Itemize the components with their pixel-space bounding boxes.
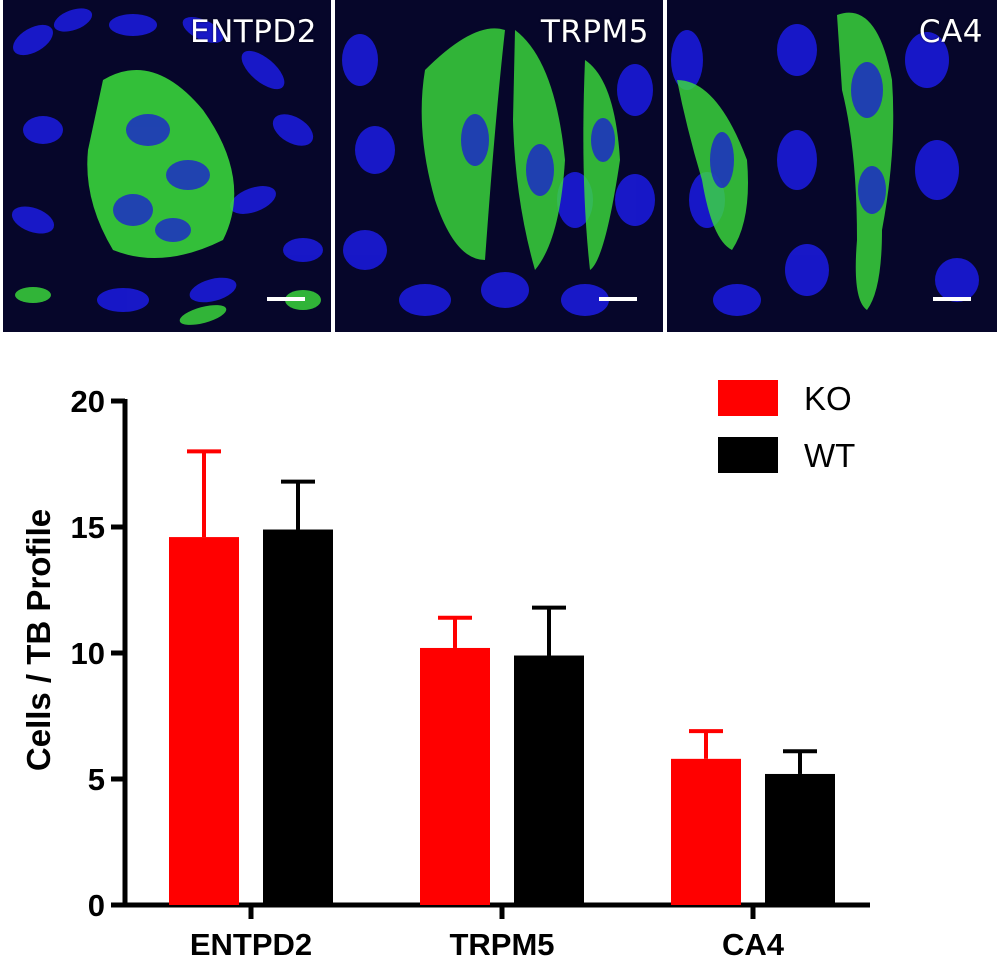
y-tick-label: 0 (88, 888, 105, 923)
bar-wt (514, 655, 584, 905)
x-tick-label: TRPM5 (449, 927, 554, 962)
bar-chart: 0 5 10 15 20 ENTPD2 TRPM5 CA4 KO WT Cells / TB … (20, 380, 870, 962)
scale-bar (599, 297, 637, 301)
scale-bar (933, 297, 971, 301)
bar-wt (765, 773, 835, 905)
legend-label: WT (804, 437, 855, 474)
legend-swatch (718, 437, 778, 473)
bar-ko (169, 537, 239, 905)
panel-label: ENTPD2 (190, 14, 317, 50)
scale-bar (267, 297, 305, 301)
bars (169, 449, 835, 905)
micrograph-panel-entpd2: ENTPD2 (3, 0, 331, 332)
legend-label: KO (804, 380, 852, 417)
y-tick-label: 15 (71, 510, 105, 545)
micrograph-panel-trpm5: TRPM5 (335, 0, 663, 332)
panel-label: TRPM5 (540, 14, 649, 50)
micrograph-image (335, 0, 663, 332)
panel-label: CA4 (918, 14, 983, 50)
micrograph-image (667, 0, 997, 332)
x-axis: ENTPD2 TRPM5 CA4 (123, 902, 870, 962)
x-tick-label: ENTPD2 (190, 927, 312, 962)
y-tick-label: 20 (71, 384, 105, 419)
y-axis: 0 5 10 15 20 (71, 384, 128, 923)
y-axis-label: Cells / TB Profile (20, 509, 57, 771)
bar-wt (263, 529, 333, 905)
micrograph-image (3, 0, 331, 332)
bar-ko (420, 647, 490, 905)
y-tick-label: 5 (88, 762, 105, 797)
x-tick-label: CA4 (722, 927, 785, 962)
bar-ko (671, 758, 741, 905)
micrograph-panel-ca4: CA4 (667, 0, 997, 332)
legend-swatch (718, 380, 778, 416)
legend: KO WT (718, 380, 855, 474)
y-tick-label: 10 (71, 636, 105, 671)
